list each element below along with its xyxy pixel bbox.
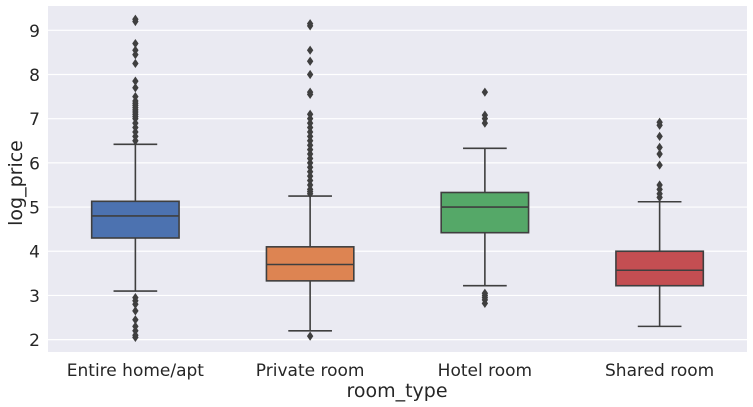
- y-tick-label: 4: [29, 243, 40, 263]
- outlier-point: [656, 131, 663, 141]
- outlier-point: [306, 56, 314, 66]
- outlier-point: [132, 315, 139, 325]
- y-tick-label: 8: [29, 66, 40, 86]
- y-tick-label: 3: [29, 287, 40, 307]
- box-iqr: [90, 200, 180, 239]
- outlier-point: [306, 45, 314, 55]
- outlier-point: [132, 293, 139, 303]
- y-axis-label: log_price: [5, 140, 27, 226]
- outlier-point: [306, 69, 314, 80]
- outlier-point: [656, 142, 663, 153]
- y-tick-label: 9: [29, 22, 40, 42]
- y-tick-label: 2: [29, 331, 40, 351]
- box-groups: [90, 14, 705, 343]
- x-tick-label: Entire home/apt: [67, 361, 205, 381]
- outlier-point: [132, 38, 139, 49]
- y-tick-label: 5: [29, 199, 40, 219]
- outlier-point: [656, 117, 663, 127]
- y-tick-label: 6: [29, 154, 40, 174]
- y-tick-labels: 2 3 4 5 6 7 8 9: [29, 22, 40, 351]
- outlier-point: [656, 160, 663, 170]
- x-tick-labels: Entire home/apt Private room Hotel room Sha…: [67, 361, 714, 381]
- outlier-point: [306, 87, 314, 97]
- outlier-point: [481, 87, 489, 97]
- y-tick-label: 7: [29, 110, 40, 130]
- outlier-point: [132, 321, 139, 331]
- box-group: [615, 117, 705, 328]
- outlier-point: [132, 83, 139, 93]
- outlier-point: [481, 110, 489, 120]
- box-group: [265, 19, 355, 341]
- outlier-point: [306, 109, 314, 119]
- x-tick-label: Private room: [256, 361, 365, 381]
- box-group: [90, 14, 180, 343]
- outlier-point: [132, 58, 139, 69]
- box-iqr: [440, 191, 530, 234]
- x-tick-label: Shared room: [605, 361, 714, 381]
- outlier-point: [132, 91, 139, 102]
- outlier-point: [132, 14, 139, 24]
- outlier-point: [132, 45, 139, 55]
- x-axis-label: room_type: [346, 380, 447, 402]
- box-iqr: [615, 250, 705, 287]
- outlier-point: [656, 149, 663, 159]
- outlier-point: [481, 288, 489, 298]
- box-group: [440, 87, 530, 308]
- outlier-point: [132, 76, 139, 86]
- outlier-point: [132, 306, 139, 316]
- outlier-point: [306, 331, 314, 341]
- x-tick-label: Hotel room: [438, 361, 532, 381]
- outlier-point: [656, 180, 663, 190]
- plot-background: [48, 6, 747, 352]
- outlier-point: [306, 19, 314, 29]
